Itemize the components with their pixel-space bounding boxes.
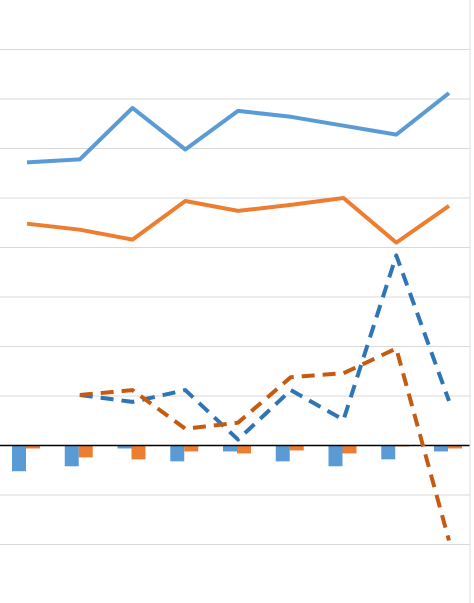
bar-series-2-point-2 <box>78 445 93 458</box>
line-series-4 <box>79 346 451 542</box>
bar-series-group <box>12 445 462 472</box>
bar-series-2-point-7 <box>342 445 357 454</box>
bar-series-1-point-1 <box>12 445 26 472</box>
bar-series-1-point-8 <box>381 445 396 460</box>
bar-series-2-point-6 <box>289 445 304 451</box>
gridlines <box>0 49 470 545</box>
bar-series-1-point-7 <box>328 445 343 467</box>
bar-series-1-point-2 <box>64 445 79 467</box>
bar-series-2-point-3 <box>131 445 146 460</box>
line-series-group <box>26 91 451 542</box>
bar-series-2-point-1 <box>26 445 40 449</box>
line-series-3 <box>79 253 451 442</box>
bar-series-1-point-6 <box>275 445 290 462</box>
bar-series-2-point-4 <box>184 445 199 452</box>
bar-series-2-point-9 <box>448 445 462 449</box>
bar-series-1-point-5 <box>223 445 237 452</box>
line-series-2 <box>26 196 451 245</box>
line-series-1 <box>26 91 451 165</box>
bar-series-1-point-3 <box>117 445 132 449</box>
bar-series-1-point-9 <box>434 445 448 452</box>
bar-series-1-point-4 <box>170 445 185 462</box>
bar-series-2-point-5 <box>237 445 251 454</box>
